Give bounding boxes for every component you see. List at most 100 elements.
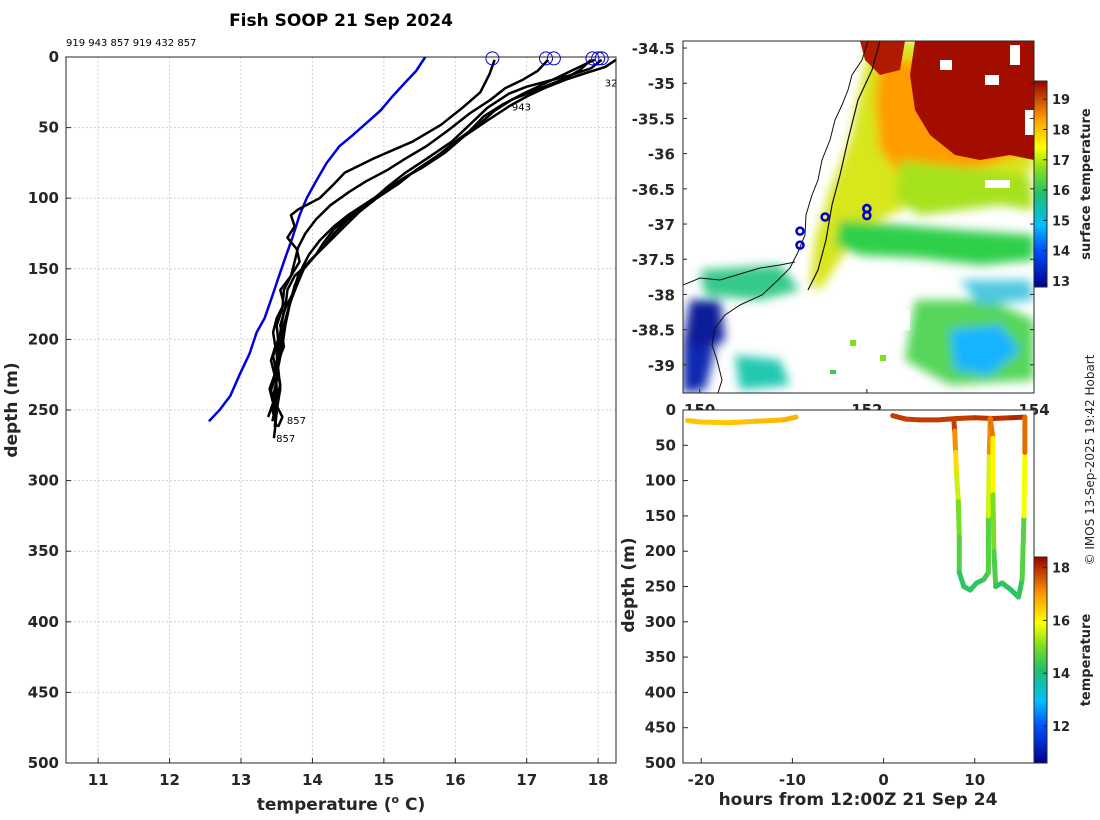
profile-annotation: 943 — [512, 102, 531, 113]
profile-annotation: 857 — [287, 416, 306, 427]
profile-line-432 — [271, 58, 592, 428]
profiles-y-tick-label: 300 — [28, 472, 59, 490]
time-depth-panel: -20 -10 0 10 0 50 100 150 200 250 300 350 400 450 500… — [619, 401, 1094, 810]
time-depth-y-tick-label: 0 — [666, 401, 676, 419]
map-y-tick-label: -38 — [648, 286, 675, 304]
map-y-tick-label: -34.5 — [632, 40, 675, 58]
map-colorbar-tick-label: 13 — [1052, 275, 1070, 290]
map-y-tick-label: -37 — [648, 216, 675, 234]
profile-id-header: 919 943 857 919 432 857 — [66, 38, 196, 49]
time-depth-track-segment — [985, 449, 992, 519]
profiles-x-tick-label: 18 — [588, 771, 609, 789]
time-depth-colorbar-tick-label: 16 — [1052, 614, 1070, 629]
profile-start-marker — [485, 51, 500, 66]
profiles-x-label: temperature (o C) — [257, 793, 426, 815]
time-depth-track-segment — [952, 428, 959, 455]
profiles-x-tick-label: 12 — [159, 771, 180, 789]
profiles-grid — [66, 56, 616, 764]
profiles-x-tick-label: 15 — [373, 771, 394, 789]
time-depth-y-label: depth (m) — [619, 537, 639, 632]
time-depth-track-segment — [987, 415, 996, 441]
map-y-tick-label: -36.5 — [632, 181, 675, 199]
profiles-panel: Fish SOOP 21 Sep 2024 919 943 857 919 43… — [2, 11, 617, 815]
profile-start-marker — [539, 51, 553, 66]
time-depth-track-segment — [990, 415, 1014, 421]
credit-text: © IMOS 13-Sep-2025 19:42 Hobart — [1083, 354, 1097, 565]
map-colorbar — [1033, 80, 1048, 288]
map-stations — [795, 203, 872, 250]
time-depth-background — [683, 410, 1034, 763]
reference-profile-line — [207, 56, 427, 423]
profiles-x-tick-label: 14 — [302, 771, 323, 789]
time-depth-colorbar — [1033, 556, 1048, 764]
map-colorbar-tick-label: 18 — [1052, 123, 1070, 138]
profiles-y-tick-label: 350 — [28, 542, 59, 560]
time-depth-x-label: hours from 12:00Z 21 Sep 24 — [719, 790, 998, 810]
time-depth-track-segment — [753, 417, 786, 424]
profiles-x-tick-label: 16 — [445, 771, 466, 789]
map-coastline — [683, 41, 881, 393]
time-depth-track-segment — [726, 418, 759, 426]
time-depth-x-tick-label: -20 — [688, 771, 715, 789]
profiles-y-tick-label: 200 — [28, 330, 59, 348]
profiles-y-tick-label: 150 — [28, 260, 59, 278]
map-y-tick-label: -35 — [648, 75, 675, 93]
profile-start-marker — [585, 51, 600, 66]
chart-title: Fish SOOP 21 Sep 2024 — [229, 11, 453, 31]
time-depth-y-tick-label: 400 — [645, 683, 676, 701]
map-station-marker — [795, 226, 805, 236]
time-depth-y-tick-label: 200 — [645, 542, 676, 560]
profiles-y-tick-label: 0 — [49, 48, 59, 66]
sst-field — [683, 41, 1034, 393]
time-depth-track-segment — [955, 499, 962, 540]
profiles-y-tick-label: 400 — [28, 613, 59, 631]
time-depth-y-tick-label: 450 — [645, 719, 676, 737]
map-y-tick-label: -36 — [648, 146, 675, 164]
profile-line-943 — [269, 58, 550, 422]
time-depth-colorbar-ticks: 12 14 16 18 — [1043, 562, 1070, 735]
time-depth-y-tick-label: 350 — [645, 648, 676, 666]
time-depth-track-segment — [954, 415, 978, 421]
time-depth-y-tick-label: 250 — [645, 578, 676, 596]
time-depth-y-tick-label: 50 — [655, 436, 676, 454]
time-depth-track-segment — [780, 414, 799, 423]
time-depth-track-segment — [991, 548, 999, 589]
profiles-y-tick-label: 250 — [28, 401, 59, 419]
profiles-y-tick-label: 100 — [28, 189, 59, 207]
time-depth-track-segment — [1019, 513, 1027, 582]
time-depth-x-tick-label: 0 — [878, 771, 888, 789]
profile-annotation: 32 — [605, 78, 618, 89]
profile-start-marker — [591, 51, 606, 66]
profiles-y-tick-label: 50 — [38, 119, 59, 137]
map-station-marker — [795, 240, 805, 250]
profile-start-markers — [485, 51, 609, 66]
profiles-y-tick-label: 450 — [28, 683, 59, 701]
profiles-y-tick-label: 500 — [28, 754, 59, 772]
time-depth-colorbar-label: temperature — [1079, 614, 1094, 707]
profile-annotation: 857 — [276, 434, 295, 445]
reference-profile — [207, 56, 427, 423]
profile-annotations: 32 943 857 857 — [276, 78, 617, 445]
time-depth-y-tick-label: 100 — [645, 472, 676, 490]
time-depth-y-tick-label: 150 — [645, 507, 676, 525]
map-colorbar-ticks: 13 14 15 16 17 18 19 — [1043, 93, 1070, 290]
time-depth-tracks — [685, 413, 1028, 600]
time-depth-track-segment — [953, 449, 960, 477]
profiles-x-tick-label: 13 — [231, 771, 252, 789]
time-depth-x-ticks: -20 -10 0 10 — [688, 758, 985, 789]
map-colorbar-tick-label: 14 — [1052, 245, 1070, 260]
time-depth-track-segment — [1016, 576, 1025, 600]
profile-line-919 — [271, 58, 596, 428]
profile-start-marker — [546, 51, 561, 66]
profile-start-marker — [594, 51, 609, 66]
time-depth-y-tick-label: 300 — [645, 613, 676, 631]
map-station-marker — [820, 212, 830, 222]
map-colorbar-tick-label: 17 — [1052, 154, 1070, 169]
map-y-tick-label: -38.5 — [632, 322, 675, 340]
time-depth-track-segment — [990, 492, 997, 554]
profile-lines — [266, 58, 617, 439]
profile-line-857 — [272, 58, 617, 439]
map-y-ticks: -34.5 -35 -35.5 -36 -36.5 -37 -37.5 -38 -38.5 -39 — [632, 40, 1034, 375]
profiles-x-tick-label: 11 — [88, 771, 109, 789]
map-y-tick-label: -39 — [648, 357, 675, 375]
